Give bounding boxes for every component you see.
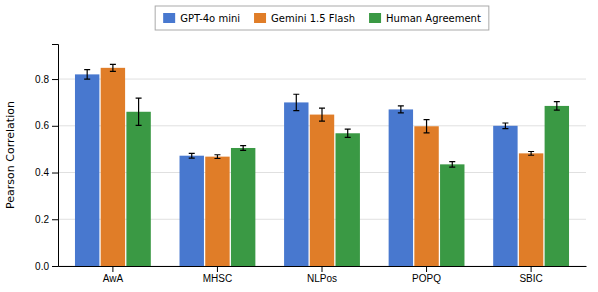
- bar: [284, 102, 308, 266]
- y-tick-mark: [52, 79, 58, 80]
- y-tick: 0.4: [35, 167, 58, 178]
- bar: [440, 164, 464, 266]
- x-tick-mark: [217, 266, 218, 272]
- bar: [414, 126, 438, 266]
- error-bar: [398, 106, 404, 113]
- x-tick: NLPos: [307, 266, 337, 284]
- y-tick-label: 0.8: [35, 74, 49, 85]
- bar: [180, 156, 204, 266]
- y-tick-label: 0.6: [35, 120, 49, 131]
- y-tick-label: 0.2: [35, 214, 49, 225]
- legend-item: Gemini 1.5 Flash: [254, 13, 355, 24]
- x-tick: AwA: [103, 266, 124, 284]
- y-tick-mark: [52, 219, 58, 220]
- y-tick: 0.8: [35, 74, 58, 85]
- bar: [389, 109, 413, 266]
- error-bar: [240, 146, 246, 151]
- plot: 0.0 0.2 0.4 0.6 0.8 AwA MHSC NLPos POPQ SBIC Pears…: [4, 45, 587, 285]
- legend-label: Gemini 1.5 Flash: [271, 13, 355, 24]
- x-tick: POPQ: [412, 266, 441, 284]
- legend-item: GPT-4o mini: [163, 13, 240, 24]
- y-axis: 0.0 0.2 0.4 0.6 0.8: [35, 45, 58, 272]
- legend-swatch: [369, 13, 381, 23]
- bar: [126, 112, 150, 266]
- y-tick-mark: [52, 173, 58, 174]
- error-bar: [214, 155, 220, 159]
- x-tick-label: NLPos: [307, 273, 337, 284]
- legend-frame: [155, 6, 489, 30]
- bar: [101, 68, 125, 266]
- x-axis: AwA MHSC NLPos POPQ SBIC: [59, 266, 587, 284]
- x-tick-mark: [426, 266, 427, 272]
- legend-label: GPT-4o mini: [180, 13, 240, 24]
- bar: [75, 74, 99, 266]
- error-bar: [424, 120, 430, 133]
- y-tick-label: 0.0: [35, 261, 49, 272]
- x-tick-label: POPQ: [412, 273, 441, 284]
- legend-item: Human Agreement: [369, 13, 481, 24]
- bar: [493, 126, 517, 266]
- y-tick: 0.6: [35, 120, 58, 131]
- chart: 0.0 0.2 0.4 0.6 0.8 AwA MHSC NLPos POPQ SBIC Pears…: [0, 0, 598, 292]
- legend: GPT-4o mini Gemini 1.5 Flash Human Agreeme…: [155, 6, 489, 30]
- series: [126, 98, 569, 266]
- x-tick-label: MHSC: [203, 273, 232, 284]
- grid: [58, 79, 586, 266]
- error-bar: [136, 98, 142, 125]
- error-bar: [293, 94, 299, 110]
- x-tick-mark: [112, 266, 113, 272]
- y-axis-line: [52, 45, 59, 267]
- marks: [75, 64, 569, 266]
- grid-line: [58, 79, 586, 80]
- error-bar: [502, 123, 508, 129]
- error-bar: [528, 151, 534, 155]
- error-bar: [189, 153, 195, 158]
- legend-label: Human Agreement: [386, 13, 481, 24]
- x-tick: MHSC: [203, 266, 232, 284]
- y-tick: 0.2: [35, 214, 58, 225]
- x-tick-label: SBIC: [519, 273, 542, 284]
- y-tick-mark: [52, 126, 58, 127]
- x-tick-mark: [322, 266, 323, 272]
- y-tick: 0.0: [35, 261, 58, 272]
- error-bar: [84, 70, 90, 79]
- x-tick: SBIC: [519, 266, 542, 284]
- error-bar: [319, 108, 325, 121]
- legend-swatch: [254, 13, 266, 23]
- bar: [335, 133, 359, 266]
- bar: [231, 148, 255, 266]
- y-axis-title: Pearson Correlation: [4, 101, 17, 209]
- bar: [205, 157, 229, 266]
- x-tick-mark: [531, 266, 532, 272]
- series: [75, 70, 518, 266]
- y-tick-mark: [52, 266, 58, 267]
- x-tick-label: AwA: [103, 273, 124, 284]
- error-bar: [554, 102, 560, 110]
- y-tick-label: 0.4: [35, 167, 49, 178]
- series: [101, 64, 544, 266]
- bar: [545, 106, 569, 266]
- error-bar: [449, 162, 455, 168]
- error-bar: [110, 64, 116, 71]
- bar: [310, 115, 334, 266]
- error-bar: [345, 129, 351, 137]
- bar: [519, 153, 543, 266]
- legend-swatch: [163, 13, 175, 23]
